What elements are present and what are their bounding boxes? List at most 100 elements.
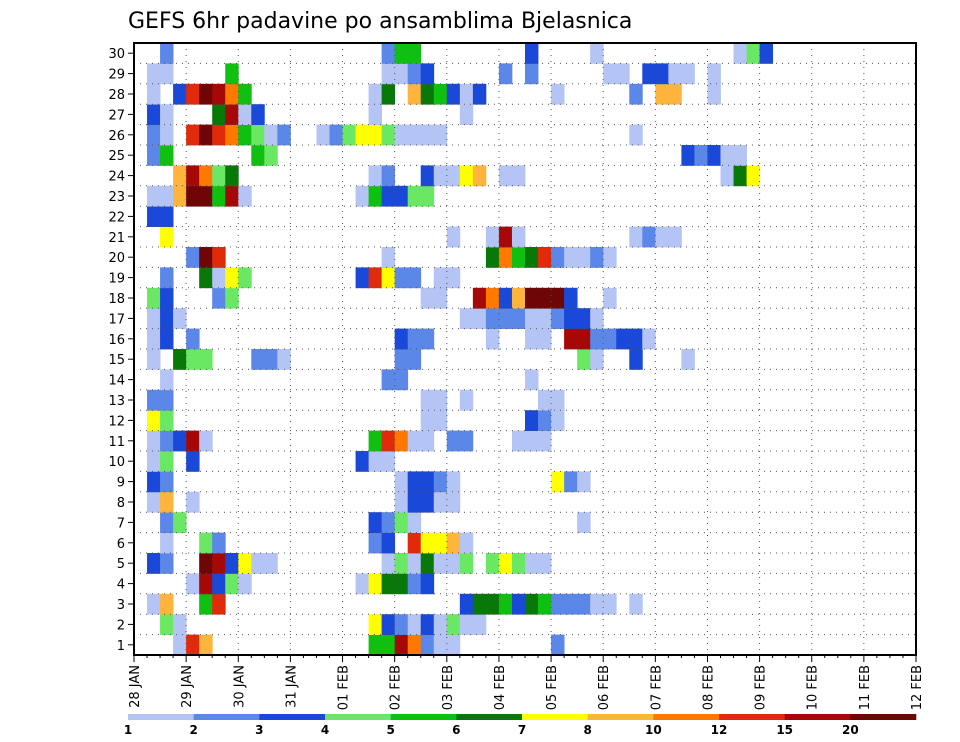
heatmap-cell: [394, 553, 409, 574]
y-tick-label: 26: [108, 129, 125, 144]
y-tick-label: 2: [117, 618, 125, 633]
x-tick-label: 30 JAN: [232, 665, 247, 708]
heatmap-cell: [433, 634, 448, 656]
heatmap-cell: [160, 614, 174, 635]
heatmap-cell: [394, 124, 409, 146]
heatmap-cell: [160, 410, 174, 431]
heatmap-cell: [511, 287, 526, 309]
heatmap-cell: [498, 165, 513, 187]
heatmap-cell: [577, 512, 591, 533]
heatmap-cell: [433, 471, 448, 493]
heatmap-cell: [160, 593, 174, 615]
heatmap-cell: [420, 430, 435, 452]
colorbar-swatch: [784, 714, 851, 720]
heatmap-cell: [577, 349, 591, 370]
heatmap-cell: [446, 553, 461, 574]
heatmap-cell: [225, 83, 239, 105]
heatmap-cell: [420, 328, 435, 350]
heatmap-cell: [199, 165, 213, 187]
heatmap-cell: [511, 308, 526, 329]
heatmap-cell: [668, 83, 682, 105]
heatmap-cell: [472, 593, 487, 615]
heatmap-cell: [186, 349, 200, 370]
heatmap-cell: [485, 553, 500, 574]
heatmap-cell: [525, 410, 539, 431]
heatmap-cell: [160, 267, 174, 289]
heatmap-cell: [186, 185, 200, 207]
heatmap-cell: [147, 145, 161, 166]
heatmap-cell: [264, 145, 278, 166]
y-tick-label: 29: [108, 68, 125, 83]
heatmap-cell: [525, 553, 539, 574]
y-tick-label: 27: [108, 108, 125, 123]
heatmap-cell: [642, 63, 656, 85]
heatmap-cell: [368, 451, 383, 472]
heatmap-cell: [381, 369, 396, 391]
y-tick-label: 30: [108, 47, 125, 62]
colorbar-label: 8: [583, 723, 591, 737]
y-tick-label: 6: [117, 537, 125, 552]
heatmap-cell: [277, 124, 291, 146]
heatmap-cell: [173, 512, 187, 533]
heatmap-cell: [538, 308, 552, 329]
heatmap-cell: [459, 104, 474, 125]
chart-title: GEFS 6hr padavine po ansamblima Bjelasni…: [128, 9, 632, 34]
heatmap-cell: [147, 389, 161, 411]
colorbar-label: 3: [255, 723, 263, 737]
heatmap-cell: [160, 512, 174, 533]
heatmap-cell: [160, 328, 174, 350]
heatmap-cell: [485, 226, 500, 248]
heatmap-cell: [511, 553, 526, 574]
heatmap-cell: [212, 124, 226, 146]
heatmap-cell: [186, 430, 200, 452]
heatmap-cell: [446, 491, 461, 513]
heatmap-cell: [368, 532, 383, 554]
heatmap-cell: [746, 43, 760, 64]
heatmap-cell: [368, 124, 383, 146]
heatmap-cell: [564, 308, 578, 329]
heatmap-cell: [186, 83, 200, 105]
heatmap-cell: [199, 430, 213, 452]
heatmap-cell: [564, 593, 578, 615]
heatmap-cell: [394, 43, 409, 64]
x-tick-label: 05 FEB: [545, 665, 560, 710]
heatmap-cell: [186, 247, 200, 268]
heatmap-cell: [746, 165, 760, 187]
heatmap-cell: [186, 451, 200, 472]
heatmap-cell: [707, 63, 721, 85]
heatmap-cell: [420, 410, 435, 431]
colorbar-swatch: [653, 714, 720, 720]
y-tick-label: 10: [108, 455, 125, 470]
heatmap-cell: [225, 553, 239, 574]
heatmap-cell: [147, 553, 161, 574]
heatmap-cell: [564, 247, 578, 268]
heatmap-cell: [733, 165, 747, 187]
heatmap-cell: [381, 512, 396, 533]
heatmap-cell: [160, 553, 174, 574]
heatmap-cell: [212, 165, 226, 187]
heatmap-cell: [446, 430, 461, 452]
heatmap-cell: [355, 451, 369, 472]
heatmap-cell: [420, 614, 435, 635]
heatmap-cell: [225, 573, 239, 595]
heatmap-cell: [616, 328, 630, 350]
heatmap-cell: [264, 349, 278, 370]
heatmap-cell: [577, 471, 591, 493]
heatmap-cell: [277, 349, 291, 370]
heatmap-cell: [407, 349, 422, 370]
heatmap-cell: [251, 145, 265, 166]
colorbar-label: 2: [189, 723, 197, 737]
heatmap-cell: [160, 63, 174, 85]
heatmap-cell: [381, 63, 396, 85]
heatmap-cell: [603, 593, 617, 615]
heatmap-cell: [212, 247, 226, 268]
heatmap-cell: [511, 593, 526, 615]
heatmap-cell: [394, 349, 409, 370]
heatmap-cell: [394, 369, 409, 391]
heatmap-cell: [199, 185, 213, 207]
colorbar: 1 2 3 4 5 6 7 8 10 12 15 20: [124, 714, 917, 737]
heatmap-cell: [420, 185, 435, 207]
heatmap-cell: [407, 553, 422, 574]
heatmap-cell: [433, 532, 448, 554]
